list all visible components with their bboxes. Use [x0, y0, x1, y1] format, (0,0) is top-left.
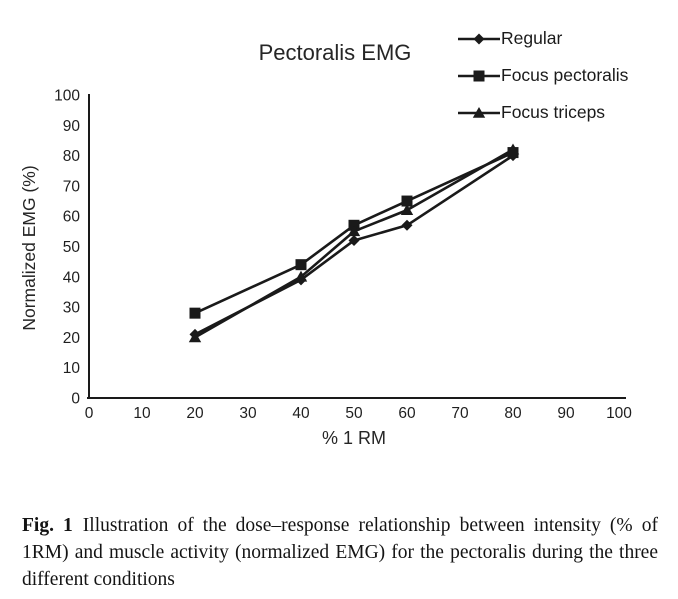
- diamond-marker-icon: [401, 219, 413, 231]
- chart-title: Pectoralis EMG: [258, 40, 412, 65]
- chart-legend: Regular Focus pectoralis Focus triceps: [458, 20, 628, 131]
- y-tick-label: 0: [71, 391, 80, 408]
- y-tick-label: 90: [63, 118, 81, 135]
- y-tick-label: 30: [63, 300, 81, 317]
- triangle-marker-icon: [347, 225, 361, 237]
- square-marker-icon: [401, 195, 413, 207]
- legend-item-regular: Regular: [458, 20, 628, 57]
- diamond-marker-icon: [348, 234, 360, 246]
- x-tick-label: 100: [606, 405, 632, 422]
- y-tick-label: 50: [63, 239, 81, 256]
- x-axis-title: % 1 RM: [321, 428, 386, 448]
- x-tick-label: 80: [504, 405, 522, 422]
- x-tick-label: 50: [345, 405, 363, 422]
- triangle-marker-icon: [294, 270, 308, 282]
- legend-label: Regular: [501, 28, 563, 48]
- x-tick-label: 70: [451, 405, 469, 422]
- y-tick-label: 60: [63, 209, 81, 226]
- triangle-marker-icon: [458, 106, 500, 118]
- y-tick-label: 70: [63, 178, 81, 195]
- figure-caption: Fig. 1 Illustration of the dose–response …: [22, 512, 658, 593]
- y-tick-label: 20: [63, 330, 81, 347]
- figure-caption-label: Fig. 1: [22, 514, 73, 536]
- diamond-marker-icon: [473, 33, 485, 44]
- y-tick-label: 40: [63, 269, 81, 286]
- legend-label: Focus triceps: [501, 102, 606, 122]
- triangle-marker-icon: [506, 143, 520, 155]
- x-tick-label: 0: [85, 405, 94, 422]
- square-marker-icon: [295, 259, 307, 271]
- figure-caption-text: Illustration of the dose–response relati…: [22, 514, 658, 590]
- x-tick-label: 10: [133, 405, 151, 422]
- x-tick-label: 30: [239, 405, 257, 422]
- y-axis-title: Normalized EMG (%): [19, 165, 39, 331]
- x-tick-label: 90: [557, 405, 575, 422]
- diamond-marker-icon: [458, 33, 500, 44]
- legend-item-focus-triceps: Focus triceps: [458, 94, 628, 131]
- y-tick-label: 80: [63, 148, 81, 165]
- x-tick-label: 40: [292, 405, 310, 422]
- square-marker-icon: [348, 219, 360, 231]
- triangle-marker-icon: [188, 331, 202, 343]
- triangle-marker-icon: [472, 106, 486, 118]
- plot-area: 0 10 20 30 40 50 60 70 80 90 100 0 10 20 30 40 50 60 70 80 9…: [54, 88, 632, 423]
- x-tick-label: 60: [398, 405, 416, 422]
- square-marker-icon: [473, 70, 485, 81]
- y-tick-label: 10: [63, 360, 81, 377]
- y-tick-label: 100: [54, 88, 80, 105]
- x-tick-label: 20: [186, 405, 204, 422]
- legend-label: Focus pectoralis: [501, 65, 629, 85]
- square-marker-icon: [189, 307, 201, 319]
- legend-item-focus-pectoralis: Focus pectoralis: [458, 57, 628, 94]
- triangle-marker-icon: [400, 204, 414, 215]
- square-marker-icon: [458, 70, 500, 81]
